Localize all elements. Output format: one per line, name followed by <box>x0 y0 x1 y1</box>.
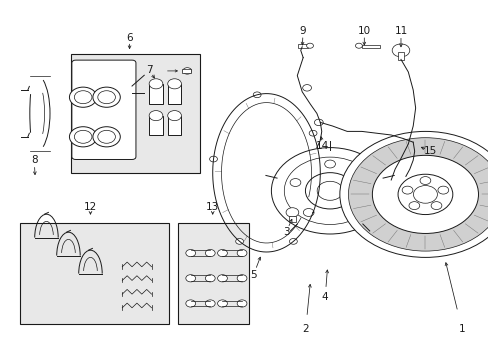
Text: 12: 12 <box>83 202 97 212</box>
Circle shape <box>237 275 246 282</box>
Text: 5: 5 <box>249 270 256 280</box>
Bar <box>20 223 168 324</box>
Circle shape <box>69 87 97 107</box>
Bar <box>178 223 249 324</box>
Circle shape <box>167 79 181 89</box>
Circle shape <box>217 275 227 282</box>
Circle shape <box>69 127 97 147</box>
Circle shape <box>305 173 354 209</box>
Bar <box>71 54 200 173</box>
Circle shape <box>339 131 488 257</box>
Circle shape <box>430 202 441 210</box>
Circle shape <box>408 202 419 210</box>
Circle shape <box>74 130 92 143</box>
Circle shape <box>419 176 430 184</box>
Circle shape <box>237 300 246 307</box>
Circle shape <box>401 186 412 194</box>
Circle shape <box>347 138 488 251</box>
Circle shape <box>98 91 115 104</box>
Text: 2: 2 <box>302 324 308 334</box>
Circle shape <box>205 275 215 282</box>
Circle shape <box>289 179 300 186</box>
Text: 15: 15 <box>423 146 436 156</box>
Text: 3: 3 <box>282 227 289 237</box>
Circle shape <box>185 249 195 257</box>
Bar <box>397 52 404 60</box>
Bar <box>167 84 181 104</box>
Circle shape <box>205 300 215 307</box>
Circle shape <box>314 119 323 126</box>
Text: 11: 11 <box>393 26 407 36</box>
Circle shape <box>317 181 342 200</box>
Circle shape <box>217 300 227 307</box>
Circle shape <box>149 111 163 121</box>
Circle shape <box>308 130 316 136</box>
Bar <box>298 44 307 48</box>
Text: 8: 8 <box>31 155 38 165</box>
Circle shape <box>302 85 311 91</box>
Bar <box>149 84 163 104</box>
Circle shape <box>359 179 369 186</box>
Circle shape <box>185 275 195 282</box>
FancyBboxPatch shape <box>72 60 136 159</box>
Circle shape <box>93 87 120 107</box>
Text: 6: 6 <box>126 33 133 43</box>
Text: 14: 14 <box>315 141 329 151</box>
Circle shape <box>205 249 215 257</box>
Circle shape <box>253 92 261 98</box>
Circle shape <box>271 148 388 234</box>
Circle shape <box>397 174 452 215</box>
Circle shape <box>149 79 163 89</box>
Bar <box>288 216 295 222</box>
Circle shape <box>372 156 477 234</box>
Circle shape <box>284 157 375 225</box>
Circle shape <box>324 160 335 168</box>
Circle shape <box>355 43 362 48</box>
Bar <box>149 116 163 135</box>
Text: 1: 1 <box>458 324 465 334</box>
Text: 10: 10 <box>357 26 370 36</box>
Circle shape <box>98 130 115 143</box>
Circle shape <box>237 249 246 257</box>
Circle shape <box>217 249 227 257</box>
Circle shape <box>437 186 448 194</box>
Bar <box>167 116 181 135</box>
Circle shape <box>346 208 356 216</box>
Text: 9: 9 <box>299 26 306 36</box>
Circle shape <box>93 127 120 147</box>
Bar <box>361 45 380 48</box>
Circle shape <box>209 156 217 162</box>
Circle shape <box>412 186 436 203</box>
Circle shape <box>391 44 409 57</box>
Circle shape <box>74 91 92 104</box>
Circle shape <box>289 239 297 244</box>
Circle shape <box>235 239 243 244</box>
Circle shape <box>183 68 191 74</box>
Circle shape <box>285 208 298 217</box>
Circle shape <box>167 111 181 121</box>
Text: 13: 13 <box>205 202 219 212</box>
Text: 7: 7 <box>145 65 152 75</box>
Circle shape <box>303 208 313 216</box>
Circle shape <box>185 300 195 307</box>
Circle shape <box>306 43 313 48</box>
Text: 4: 4 <box>321 292 328 302</box>
Bar <box>182 69 191 73</box>
